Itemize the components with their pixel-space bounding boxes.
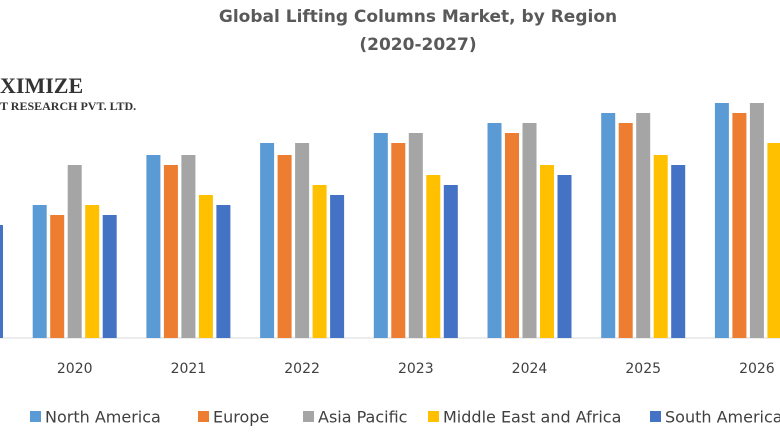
legend-swatch [428,411,439,422]
bar [198,195,213,338]
bar [408,133,423,338]
legend-swatch [650,411,661,422]
bar [85,205,100,338]
legend-swatch [303,411,314,422]
bar [277,155,292,338]
bar [601,113,616,338]
chart-subtitle: (2020-2027) [359,35,476,55]
legend-swatch [198,411,209,422]
x-tick-label: 2024 [512,361,548,377]
bar [391,143,406,338]
bar [260,143,275,338]
bar [330,195,345,338]
bar [505,133,519,338]
logo-text: XIMIZE [0,73,83,98]
bar [50,215,65,338]
bar [102,215,117,338]
bar [163,165,178,338]
bar [671,165,686,338]
bar [0,225,3,338]
x-tick-label: 2026 [739,361,775,377]
bar [732,113,747,338]
bar [295,143,310,338]
bar [443,185,458,338]
bar [312,185,327,338]
bar [522,123,537,338]
bar [67,165,82,338]
legend-label: Asia Pacific [318,408,407,427]
chart-title: Global Lifting Columns Market, by Region [219,7,617,27]
bar [653,155,668,338]
legend-label: Europe [213,408,269,427]
legend-label: North America [45,408,161,427]
bar [487,123,502,338]
bar [618,123,633,338]
bar [714,103,729,338]
legend-label: South America [665,408,780,427]
bar [540,165,554,338]
x-tick-label: 2022 [284,361,320,377]
bar [426,175,441,338]
x-tick-label: 2020 [57,361,93,377]
bar [557,175,572,338]
bar [373,133,388,338]
logo-text: T RESEARCH PVT. LTD. [0,99,136,113]
bar [181,155,196,338]
bar [32,205,47,338]
bar [749,103,764,338]
x-tick-label: 2025 [625,361,661,377]
bar [146,155,161,338]
bar [216,205,231,338]
bar [767,143,780,338]
bar [636,113,651,338]
legend-swatch [30,411,41,422]
x-tick-label: 2023 [398,361,434,377]
x-tick-label: 2021 [171,361,207,377]
legend-label: Middle East and Africa [443,408,621,427]
